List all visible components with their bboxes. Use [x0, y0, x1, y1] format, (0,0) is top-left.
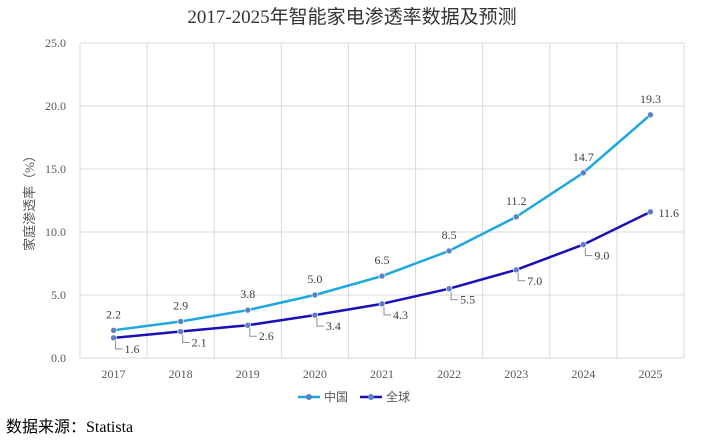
- label-leader-line: [316, 318, 324, 327]
- data-point: [311, 291, 319, 299]
- data-label-china: 8.5: [442, 228, 457, 242]
- data-label-global: 3.4: [326, 319, 341, 333]
- data-point: [177, 318, 184, 325]
- data-point: [512, 213, 520, 221]
- data-label-global: 11.6: [658, 206, 679, 220]
- x-tick-label: 2023: [504, 367, 528, 381]
- y-axis-label: 家庭渗透率（%）: [22, 149, 37, 251]
- data-label-china: 5.0: [307, 272, 322, 286]
- x-tick-label: 2018: [169, 367, 193, 381]
- data-labels: 2.2 2.9 3.8 5.0 6.5 8.5 11.2 14.7 19.3 1.6 2.1 2.6 3…: [106, 92, 679, 356]
- y-tick-label: 25.0: [45, 36, 66, 50]
- legend[interactable]: 中国 全球: [298, 389, 410, 404]
- data-label-china: 3.8: [240, 287, 255, 301]
- chart: 2017-2025年智能家电渗透率数据及预测 0.0 5.0 10.0 15.0 20.…: [22, 6, 685, 404]
- data-point: [647, 111, 654, 119]
- data-label-china: 14.7: [573, 150, 594, 164]
- grid: [79, 42, 685, 359]
- data-point: [378, 300, 386, 308]
- data-point: [110, 326, 117, 334]
- data-point: [110, 334, 117, 342]
- legend-marker: [368, 394, 374, 400]
- chart-title: 2017-2025年智能家电渗透率数据及预测: [187, 6, 516, 28]
- label-leader-line: [182, 334, 190, 344]
- legend-marker: [306, 394, 312, 400]
- data-point: [445, 247, 453, 255]
- data-label-china: 6.5: [375, 253, 390, 267]
- data-point: [512, 266, 520, 274]
- data-point: [244, 321, 252, 329]
- y-tick-label: 20.0: [45, 99, 66, 113]
- x-tick-label: 2020: [303, 367, 327, 381]
- data-point: [445, 285, 453, 293]
- data-point: [378, 272, 386, 280]
- series-line-china: [113, 113, 652, 332]
- data-label-china: 11.2: [506, 194, 527, 208]
- x-tick-label: 2025: [638, 367, 662, 381]
- label-leader-line: [584, 247, 593, 257]
- source-note: 数据来源：Statista: [6, 419, 134, 436]
- data-point: [580, 241, 587, 248]
- data-label-global: 4.3: [393, 308, 408, 322]
- data-label-global: 9.0: [594, 249, 609, 263]
- x-tick-label: 2017: [102, 367, 126, 381]
- data-point: [580, 169, 587, 177]
- data-point: [177, 328, 184, 335]
- data-label-china: 2.2: [106, 307, 121, 321]
- label-leader-line: [115, 340, 123, 350]
- legend-label[interactable]: 中国: [324, 389, 348, 404]
- y-tick-label: 15.0: [45, 162, 66, 176]
- y-tick-label: 10.0: [45, 225, 66, 239]
- series: [110, 111, 654, 342]
- x-tick-label: 2022: [437, 367, 461, 381]
- x-tick-label: 2019: [236, 367, 260, 381]
- x-tick-label: 2024: [571, 367, 595, 381]
- y-tick-label: 5.0: [51, 288, 66, 302]
- legend-label[interactable]: 全球: [386, 389, 410, 404]
- data-point: [647, 208, 654, 216]
- y-tick-label: 0.0: [51, 351, 66, 365]
- label-leader-line: [383, 306, 391, 316]
- label-leader-line: [517, 272, 526, 282]
- label-leader-line: [450, 291, 459, 301]
- data-label-global: 1.6: [125, 342, 140, 356]
- data-label-global: 2.1: [192, 336, 207, 350]
- data-point: [244, 306, 252, 314]
- x-tick-label: 2021: [370, 367, 394, 381]
- data-label-global: 7.0: [527, 274, 542, 288]
- data-point: [311, 311, 319, 319]
- axes: 0.0 5.0 10.0 15.0 20.0 25.0 2017 2018 2019 2020 20…: [45, 36, 662, 381]
- data-label-global: 2.6: [259, 329, 274, 343]
- data-label-china: 2.9: [173, 298, 188, 312]
- label-leader-line: [249, 328, 257, 337]
- data-label-china: 19.3: [640, 92, 661, 106]
- data-label-global: 5.5: [460, 293, 475, 307]
